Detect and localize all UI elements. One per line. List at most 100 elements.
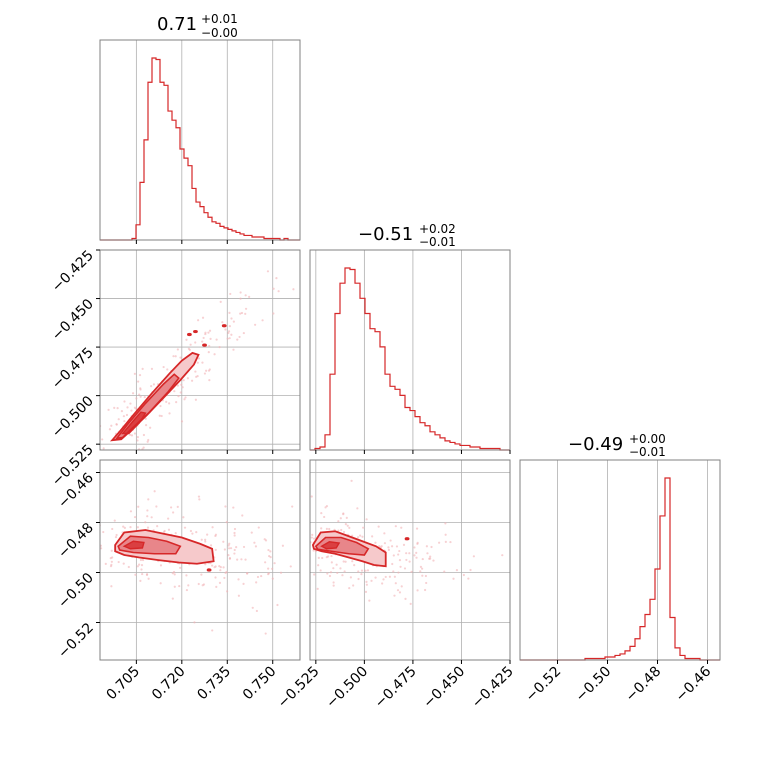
ytick-label-2-1: −0.50 (55, 570, 97, 612)
sample-point (137, 380, 140, 383)
sample-point (197, 319, 200, 322)
panel-frame-2-2 (519, 459, 721, 661)
sample-point (337, 529, 340, 532)
sample-point (310, 495, 313, 498)
sample-point (514, 577, 516, 579)
sample-point (188, 348, 191, 351)
sample-point (206, 533, 209, 536)
sample-point (155, 505, 158, 508)
sample-point (195, 531, 198, 534)
sample-point (129, 402, 132, 405)
sample-point (197, 495, 201, 498)
sample-point (228, 557, 231, 560)
sample-point (110, 560, 113, 563)
sample-point (227, 544, 230, 547)
sample-point (357, 570, 360, 573)
sample-point (149, 426, 152, 429)
sample-point (323, 574, 325, 576)
sample-point (415, 556, 418, 559)
sample-point (263, 506, 265, 508)
sample-point (219, 566, 222, 569)
sample-point (236, 338, 239, 341)
sample-point (144, 417, 147, 420)
sample-point (289, 565, 292, 568)
sample-point (228, 311, 231, 314)
sample-point (205, 369, 208, 372)
sample-point (342, 530, 346, 534)
sample-point (194, 370, 197, 373)
sample-point (346, 524, 349, 527)
sample-point (91, 439, 93, 441)
sample-point (183, 398, 186, 401)
sample-point (152, 383, 156, 386)
sample-point (455, 569, 459, 572)
sample-point (40, 552, 42, 554)
sample-point (304, 505, 306, 507)
sample-point (397, 553, 400, 556)
sample-point (207, 351, 210, 354)
sample-point (284, 531, 286, 533)
sample-point (231, 536, 233, 538)
sample-point (467, 577, 470, 580)
title-1-main: −0.51 (358, 224, 413, 245)
title-param-1: −0.51 +0.02 −0.01 (358, 222, 456, 249)
sample-point (264, 632, 267, 635)
sample-point (261, 319, 264, 322)
sample-point (173, 573, 176, 576)
title-2-lower: −0.01 (629, 445, 666, 459)
sample-point (146, 440, 149, 443)
sample-point (63, 526, 65, 528)
sample-point (244, 558, 247, 561)
sample-point (330, 554, 333, 558)
sample-point (391, 562, 394, 566)
sample-point (380, 545, 383, 548)
data-layer (40, 57, 720, 661)
title-0-lower: −0.00 (201, 26, 238, 40)
sample-point (227, 330, 231, 333)
sample-point (116, 406, 119, 410)
sample-point (200, 573, 203, 576)
sample-point (303, 495, 305, 497)
sample-point (198, 498, 201, 501)
density-panel-1_0 (54, 270, 295, 463)
histogram-0 (100, 57, 300, 241)
sample-point (133, 372, 136, 375)
sample-point (359, 534, 362, 537)
sample-point (374, 541, 377, 544)
sample-point (207, 331, 210, 334)
sample-point (328, 574, 332, 578)
sample-point (393, 594, 396, 597)
sample-point (100, 547, 103, 550)
sample-point (257, 552, 259, 554)
ytick-label-2-2: −0.48 (55, 520, 97, 562)
sample-point (400, 585, 403, 588)
sample-point (239, 291, 242, 294)
sample-point (145, 573, 149, 576)
sample-point (233, 527, 237, 531)
sample-point (398, 591, 402, 594)
sample-point (443, 570, 446, 573)
sample-point (246, 572, 249, 575)
sample-point (222, 566, 225, 569)
ytick-label-1-2: −0.475 (49, 345, 97, 393)
sample-point (337, 520, 340, 523)
sample-point (360, 569, 364, 572)
sample-point (82, 513, 84, 515)
sample-point (224, 571, 227, 575)
sample-point (54, 461, 56, 463)
sample-point (452, 577, 455, 580)
sample-point (113, 406, 116, 409)
sample-point (215, 585, 218, 589)
sample-point (250, 546, 252, 548)
sample-point (173, 585, 176, 588)
sample-point (208, 329, 212, 332)
sample-point (204, 538, 207, 541)
sample-point (136, 436, 139, 439)
sample-point (285, 500, 287, 502)
sample-point (356, 536, 360, 539)
sample-point (341, 574, 344, 577)
sample-point (129, 526, 132, 529)
sample-point (449, 540, 452, 544)
sample-point (179, 391, 182, 394)
sample-point (146, 526, 150, 529)
